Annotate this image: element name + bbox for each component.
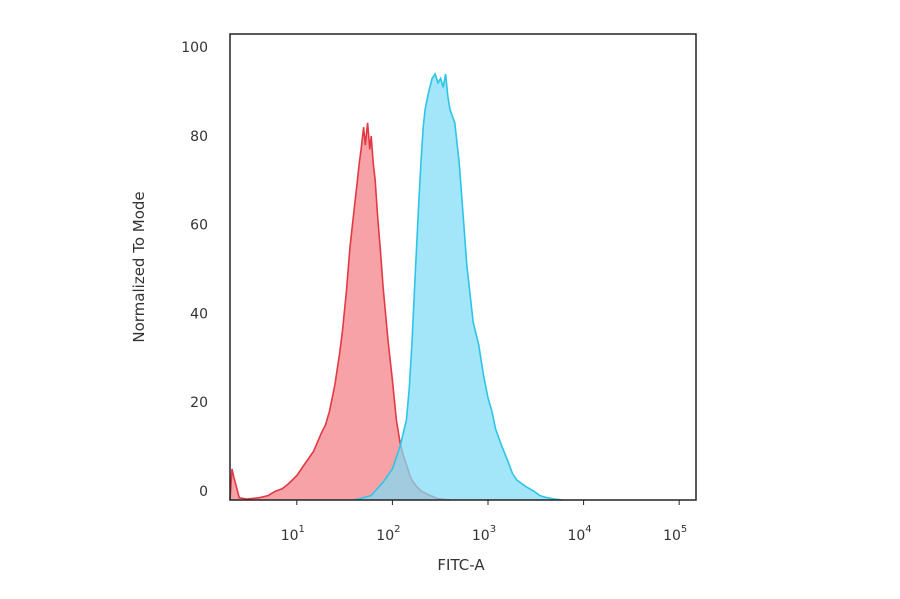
x-tick-label: 105: [663, 524, 687, 544]
x-tick-label: 103: [472, 524, 496, 544]
x-tick-base: 10: [663, 528, 681, 544]
y-tick-label: 40: [190, 306, 208, 322]
y-tick-label: 100: [181, 40, 208, 56]
plot-frame: [229, 33, 697, 501]
series-1-area: [230, 122, 450, 501]
x-tick-exponent: 1: [299, 524, 305, 535]
x-tick-exponent: 5: [681, 524, 687, 535]
x-tick-label: 104: [567, 524, 591, 544]
series-layer: [229, 72, 563, 501]
series-2-area: [354, 73, 563, 501]
x-tick-label: 102: [376, 524, 400, 544]
series-2-line: [354, 72, 563, 501]
y-tick-label: 80: [190, 129, 208, 145]
x-tick-exponent: 3: [490, 524, 496, 535]
x-tick-base: 10: [281, 528, 299, 544]
x-axis-label: FITC-A: [437, 556, 485, 574]
x-tick-exponent: 4: [585, 524, 591, 535]
x-tick-base: 10: [376, 528, 394, 544]
x-tick-base: 10: [567, 528, 585, 544]
y-tick-label: 20: [190, 395, 208, 411]
x-tick-label: 101: [281, 524, 305, 544]
x-tick-base: 10: [472, 528, 490, 544]
y-axis-label: Normalized To Mode: [130, 191, 148, 342]
y-tick-label: 60: [190, 218, 208, 234]
y-tick-label: 0: [199, 484, 208, 500]
x-tick-exponent: 2: [394, 524, 400, 535]
